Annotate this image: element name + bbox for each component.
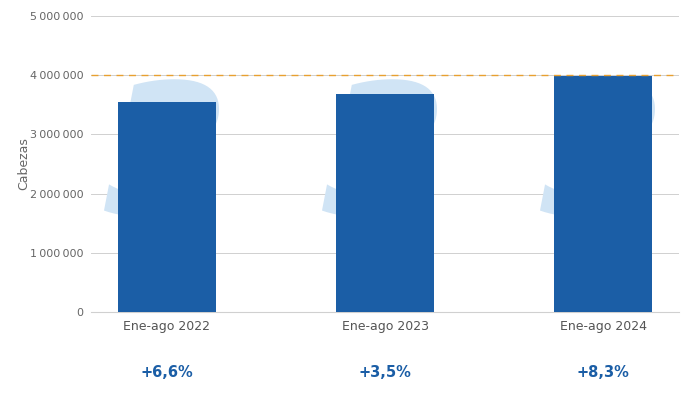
Text: +8,3%: +8,3%	[577, 365, 629, 380]
Text: 3: 3	[322, 76, 448, 252]
Text: +6,6%: +6,6%	[141, 365, 193, 380]
Y-axis label: Cabezas: Cabezas	[18, 138, 31, 190]
Bar	[336, 94, 434, 312]
Text: +3,5%: +3,5%	[358, 365, 412, 380]
Text: 3: 3	[104, 76, 230, 252]
Text: 3: 3	[540, 76, 666, 252]
Bar	[118, 102, 216, 312]
Bar	[554, 76, 652, 312]
